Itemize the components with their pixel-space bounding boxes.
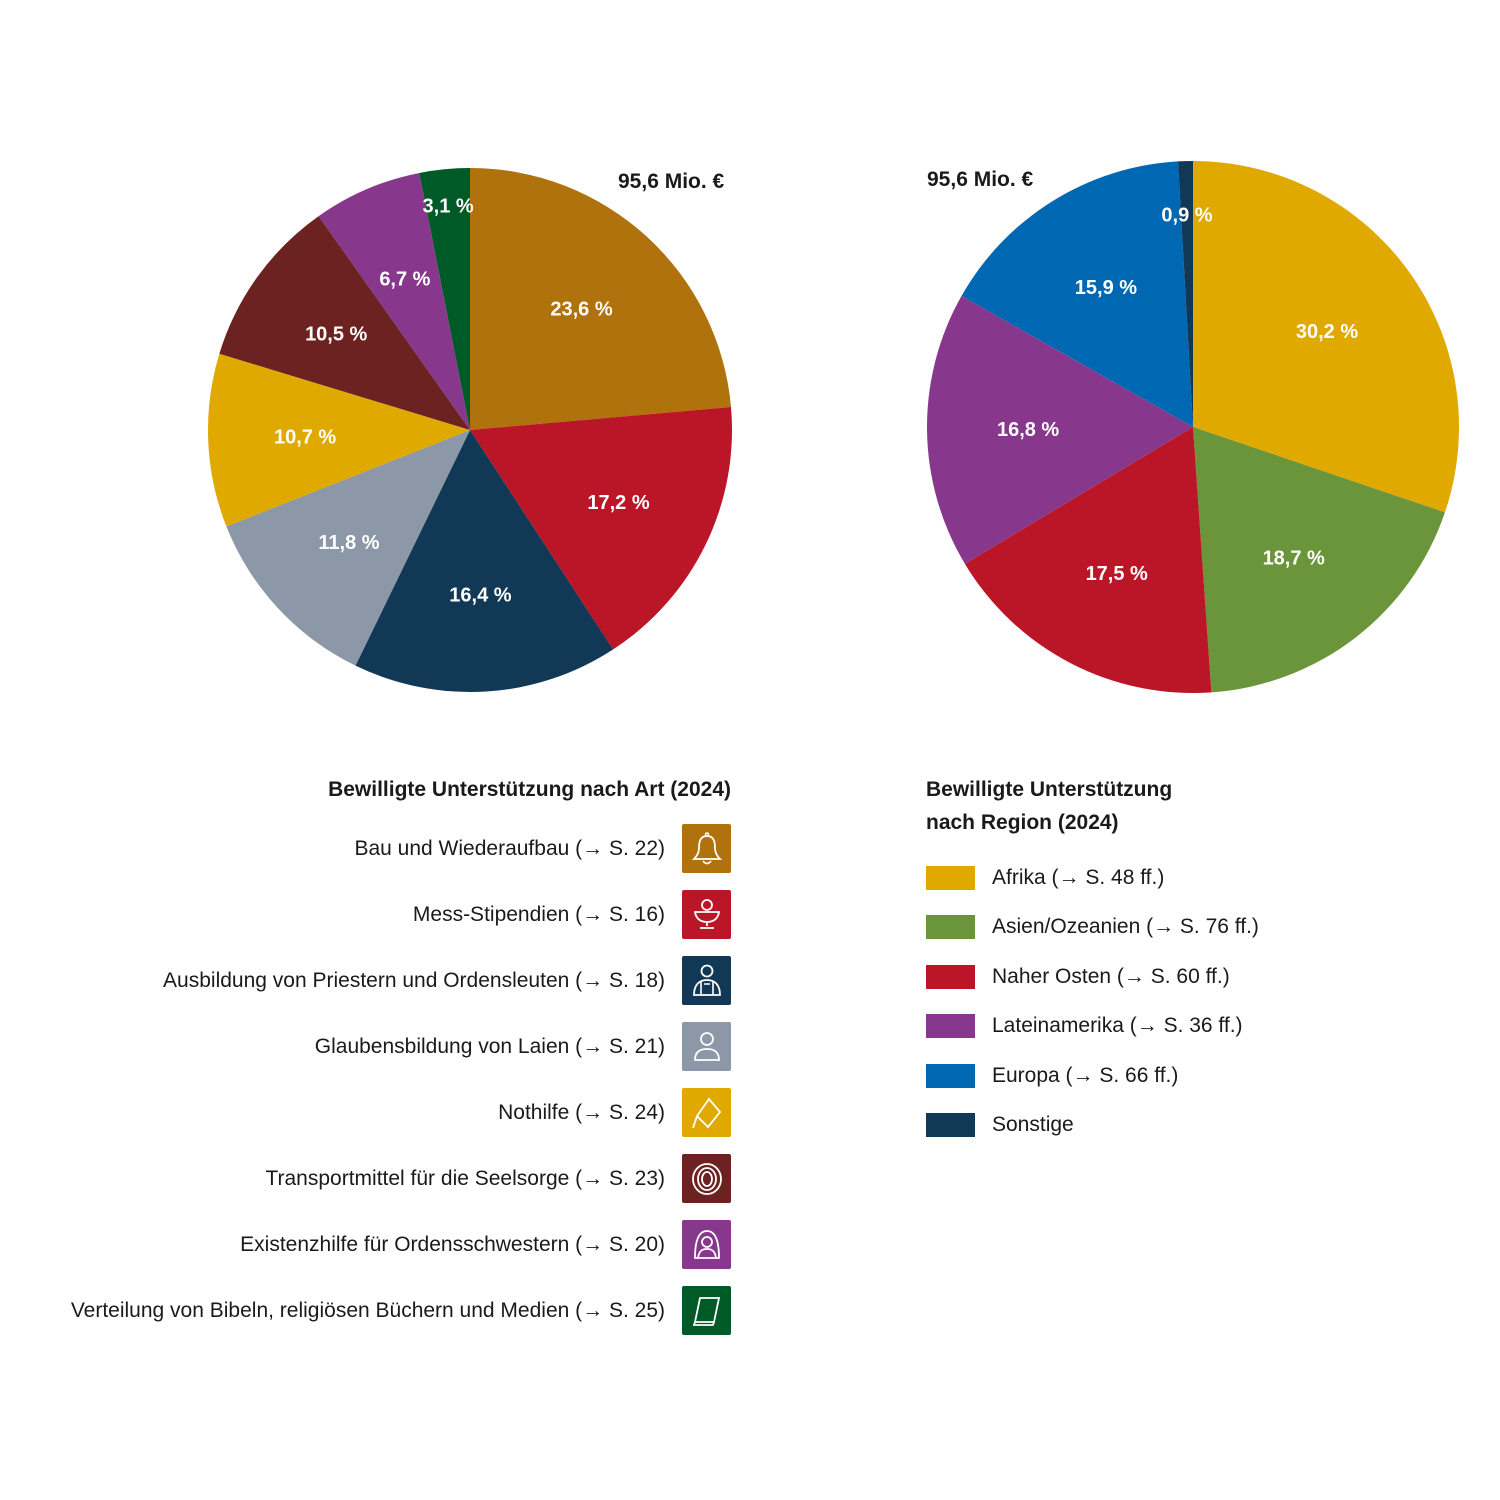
pie2-slice-2 [964,427,1212,693]
legend-art-label: Mess-Stipendien (→ S. 16) [412,902,665,926]
person-icon [682,1022,731,1071]
pie1-label-3: 11,8 % [318,532,379,554]
legend-art-label: Nothilfe (→ S. 24) [498,1100,665,1124]
legend-art-label: Ausbildung von Priestern und Ordensleute… [163,968,665,992]
legend-title-art: Bewilligte Unterstützung nach Art (2024) [328,778,731,801]
pie1-label-4: 10,7 % [274,427,336,449]
legend-art-item: Bau und Wiederaufbau (→ S. 22) [0,824,731,873]
pie2-label-0: 30,2 % [1296,321,1358,343]
legend-art-item: Verteilung von Bibeln, religiösen Bücher… [0,1286,731,1335]
legend-art-label: Verteilung von Bibeln, religiösen Bücher… [70,1298,665,1322]
legend-region: Bewilligte Unterstützung nach Region (20… [926,773,1486,1162]
total-amount-region: 95,6 Mio. € [927,168,1034,191]
legend-swatch [926,915,975,939]
pie1-slice-4 [207,353,470,527]
pie2-label-1: 18,7 % [1263,548,1325,570]
legend-swatch [926,964,975,989]
legend-swatch [926,1014,975,1038]
legend-art: Bewilligte Unterstützung nach Art (2024)… [0,775,731,1352]
chalice-icon [682,890,731,939]
legend-swatch [926,1113,975,1137]
pie-charts: 23,6 % 17,2 % 16,4 % 11,8 % 10,7 % 10,5 % 6,7 … [207,161,1460,693]
pie1-slice-5 [219,216,470,430]
tire-icon [682,1154,731,1203]
pie2-label-2: 17,5 % [1086,563,1148,585]
priest-icon [682,956,731,1005]
nun-icon [682,1220,731,1269]
legend-region-item: Europa (→ S. 66 ff.) [926,1063,1486,1088]
pie2-slice-4 [961,161,1193,427]
pie1-label-0: 23,6 % [550,298,612,320]
legend-art-item: Transportmittel für die Seelsorge (→ S. … [0,1154,731,1203]
bell-icon [682,824,731,873]
legend-art-item: Ausbildung von Priestern und Ordensleute… [0,956,731,1005]
legend-art-label: Transportmittel für die Seelsorge (→ S. … [265,1166,665,1190]
legend-region-item: Naher Osten (→ S. 60 ff.) [926,964,1486,989]
legend-region-label: Europa (→ S. 66 ff.) [992,1063,1179,1087]
total-amount-art: 95,6 Mio. € [618,170,725,193]
legend-region-label: Afrika (→ S. 48 ff.) [992,865,1165,889]
legend-region-label: Naher Osten (→ S. 60 ff.) [992,964,1230,988]
legend-region-item: Lateinamerika (→ S. 36 ff.) [926,1014,1486,1039]
pie1-label-6: 6,7 % [379,268,430,290]
pie1-slice-2 [355,430,614,692]
pie2-slice-5 [1177,161,1193,427]
pie1-slice-6 [318,172,470,430]
pie1-slice-1 [470,406,733,650]
legend-swatch [926,865,975,890]
legend-art-label: Glaubensbildung von Laien (→ S. 21) [314,1034,665,1058]
legend-region-label: Sonstige [992,1113,1074,1136]
pie1-slice-3 [226,430,470,666]
legend-region-label: Asien/Ozeanien (→ S. 76 ff.) [992,915,1259,938]
legend-art-item: Nothilfe (→ S. 24) [0,1088,731,1137]
legend-art-label: Existenzhilfe für Ordensschwestern (→ S.… [240,1232,665,1256]
pie2-slice-0 [1193,161,1460,513]
pie2-label-5: 0,9 % [1161,204,1212,226]
legend-title-region-line2: nach Region (2024) [926,811,1119,834]
legend-region-item: Afrika (→ S. 48 ff.) [926,865,1486,890]
diamond-icon [682,1088,731,1137]
book-icon [682,1286,731,1335]
legend-title-region-line1: Bewilligte Unterstützung [926,778,1173,801]
pie2-label-4: 15,9 % [1075,277,1137,299]
legend-region-label: Lateinamerika (→ S. 36 ff.) [992,1014,1243,1037]
pie2-slice-1 [1193,427,1445,693]
pie1-label-7: 3,1 % [423,196,474,218]
legend-region-item: Sonstige [926,1113,1486,1138]
pie1-label-5: 10,5 % [305,323,367,345]
legend-art-item: Existenzhilfe für Ordensschwestern (→ S.… [0,1220,731,1269]
legend-art-item: Glaubensbildung von Laien (→ S. 21) [0,1022,731,1071]
pie1-label-2: 16,4 % [449,585,511,607]
legend-region-item: Asien/Ozeanien (→ S. 76 ff.) [926,915,1486,940]
pie1-slice-7 [419,168,470,430]
legend-swatch [926,1063,975,1088]
legend-art-label: Bau und Wiederaufbau (→ S. 22) [354,836,665,860]
legend-art-item: Mess-Stipendien (→ S. 16) [0,890,731,939]
legend-title-region: Bewilligte Unterstützung nach Region (20… [926,773,1486,839]
pie2-label-3: 16,8 % [997,419,1059,441]
pie1-slice-0 [470,168,731,430]
pie2-slice-3 [926,295,1193,564]
pie1-label-1: 17,2 % [587,492,649,514]
